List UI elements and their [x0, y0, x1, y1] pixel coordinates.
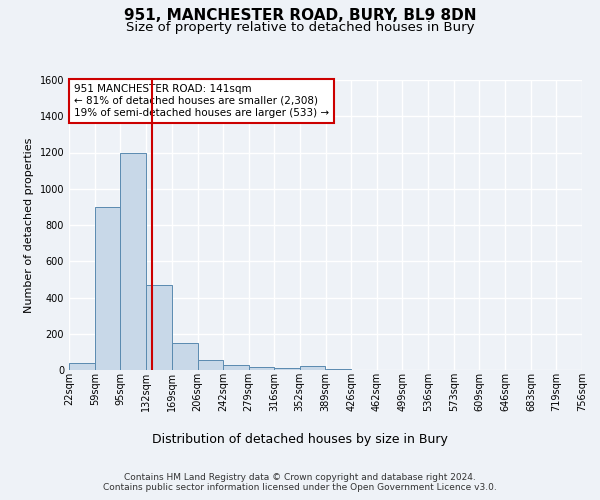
Y-axis label: Number of detached properties: Number of detached properties: [24, 138, 34, 312]
Text: Distribution of detached houses by size in Bury: Distribution of detached houses by size …: [152, 432, 448, 446]
Text: 951, MANCHESTER ROAD, BURY, BL9 8DN: 951, MANCHESTER ROAD, BURY, BL9 8DN: [124, 8, 476, 22]
Bar: [95, 207, 120, 370]
Text: Size of property relative to detached houses in Bury: Size of property relative to detached ho…: [126, 21, 474, 34]
Bar: [299, 366, 325, 370]
Bar: [69, 363, 95, 370]
Bar: [120, 152, 146, 370]
Bar: [172, 343, 197, 370]
Bar: [274, 368, 299, 370]
Bar: [223, 366, 248, 370]
Bar: [325, 369, 352, 370]
Bar: [248, 368, 274, 370]
Text: 951 MANCHESTER ROAD: 141sqm
← 81% of detached houses are smaller (2,308)
19% of : 951 MANCHESTER ROAD: 141sqm ← 81% of det…: [74, 84, 329, 117]
Text: Contains HM Land Registry data © Crown copyright and database right 2024.: Contains HM Land Registry data © Crown c…: [124, 472, 476, 482]
Bar: [146, 285, 172, 370]
Text: Contains public sector information licensed under the Open Government Licence v3: Contains public sector information licen…: [103, 484, 497, 492]
Bar: [197, 360, 223, 370]
